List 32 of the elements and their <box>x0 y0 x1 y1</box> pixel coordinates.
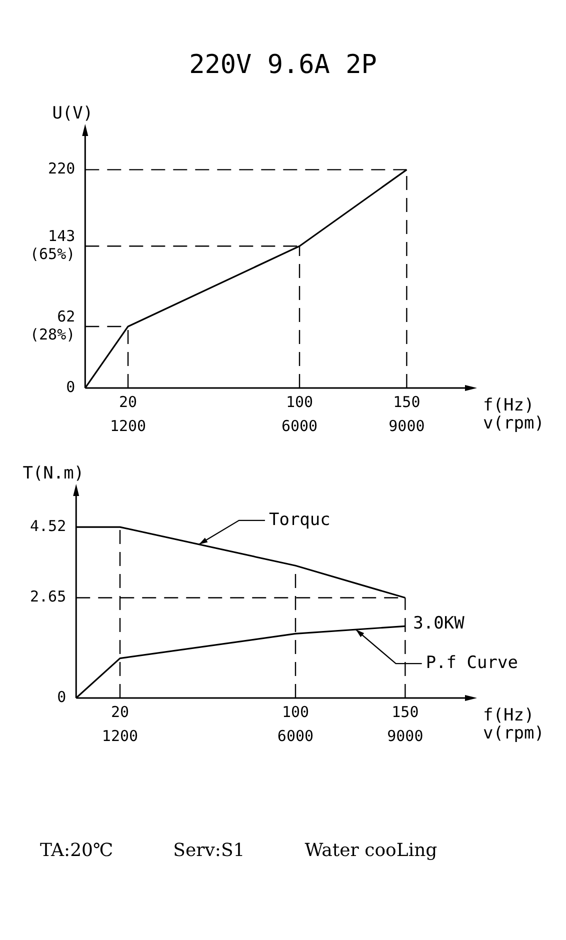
x2-axis-title: v(rpm) <box>483 413 544 434</box>
text: Serv:S1 <box>173 840 245 861</box>
x2-axis-title: v(rpm) <box>483 723 544 744</box>
y-tick-label: 4.52 <box>30 516 66 535</box>
x2-tick-label: 6000 <box>281 416 318 435</box>
x-tick-label: 150 <box>392 702 419 721</box>
x2-tick-label: 1200 <box>102 726 138 745</box>
x-axis-title: f(Hz) <box>483 705 534 726</box>
y-tick-label: 62 (28%) <box>30 307 76 344</box>
x-axis-title: f(Hz) <box>483 395 534 416</box>
y-axis-title: T(N.m) <box>22 463 84 484</box>
series-label: Torquc <box>268 510 330 530</box>
y-tick-label: 2.65 <box>30 588 66 606</box>
text: Water cooLing <box>304 840 438 861</box>
x-tick-label: 100 <box>282 702 310 721</box>
y-axis-title: U(V) <box>52 103 94 124</box>
text: TA:20℃ <box>40 840 114 861</box>
series-label: P.f Curve <box>426 652 518 673</box>
x2-tick-label: 9000 <box>387 726 424 745</box>
x-tick-label: 150 <box>393 392 420 411</box>
y-tick-label: 143 (65%) <box>30 226 76 263</box>
chart-title: 220V 9.6A 2P <box>188 49 378 82</box>
x2-tick-label: 6000 <box>277 726 314 745</box>
x2-tick-label: 9000 <box>388 416 425 435</box>
x2-tick-label: 1200 <box>110 416 146 435</box>
x-tick-label: 20 <box>110 702 130 721</box>
y-tick-label: 0 <box>57 688 66 706</box>
y-tick-label: 220 <box>48 160 76 178</box>
annotation: 3.0KW <box>413 614 466 634</box>
x-tick-label: 100 <box>286 392 314 411</box>
x-tick-label: 20 <box>118 392 138 411</box>
y-tick-label: 0 <box>66 378 76 396</box>
